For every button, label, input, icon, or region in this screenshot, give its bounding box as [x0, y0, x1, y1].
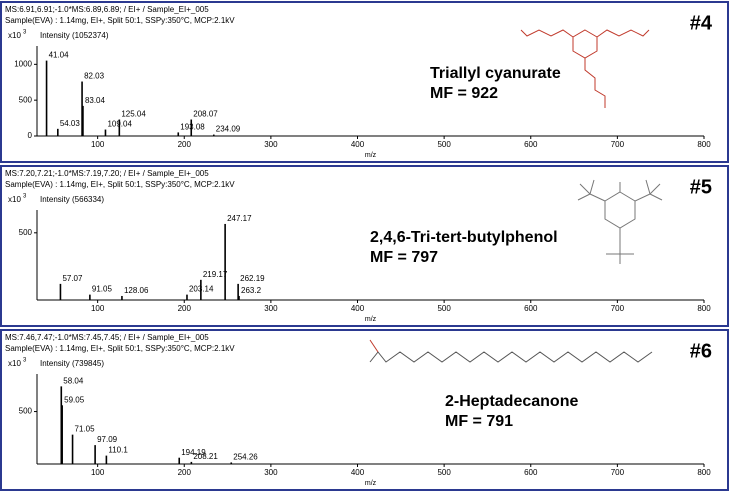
header-line: Sample(EVA) : 1.14mg, EI+, Split 50:1, S… — [5, 16, 235, 25]
header-line: MS:6.91,6.91;-1.0*MS:6.89,6.89; / EI+ / … — [5, 5, 209, 14]
panel-id: #5 — [690, 176, 712, 198]
scale-label: x10 — [8, 195, 21, 204]
scale-exponent: 3 — [23, 358, 27, 364]
x-tick-label: 400 — [351, 140, 365, 149]
x-tick-label: 200 — [178, 468, 192, 477]
x-tick-label: 600 — [524, 304, 538, 313]
peak-label: 97.09 — [97, 435, 118, 444]
y-tick-label: 1000 — [14, 59, 32, 68]
y-axis-label: Intensity (566334) — [40, 195, 104, 204]
scale-label: x10 — [8, 31, 21, 40]
peak-label: 208.21 — [193, 452, 218, 461]
peak-label: 234.09 — [216, 125, 241, 134]
x-axis-label: m/z — [365, 316, 377, 323]
peak-label: 82.03 — [84, 72, 105, 81]
y-tick-label: 500 — [19, 228, 33, 237]
panel-border — [0, 165, 729, 327]
x-tick-label: 600 — [524, 140, 538, 149]
scale-exponent: 3 — [23, 30, 27, 36]
x-tick-label: 400 — [351, 304, 365, 313]
panel-border — [0, 329, 729, 491]
spectrum-panel: MS:7.46,7.47;-1.0*MS:7.45,7.45; / EI+ / … — [0, 329, 729, 491]
x-tick-label: 500 — [437, 140, 451, 149]
x-tick-label: 300 — [264, 304, 278, 313]
x-tick-label: 700 — [611, 304, 625, 313]
x-tick-label: 500 — [437, 304, 451, 313]
x-tick-label: 800 — [697, 304, 711, 313]
x-tick-label: 100 — [91, 140, 105, 149]
peak-label: 194.19 — [181, 448, 206, 457]
peak-label: 219.17 — [203, 270, 228, 279]
spectrum-panel: MS:7.20,7.21;-1.0*MS:7.19,7.20; / EI+ / … — [0, 165, 729, 327]
peak-label: 91.05 — [92, 285, 113, 294]
peak-label: 125.04 — [121, 110, 146, 119]
compound-name: 2-Heptadecanone — [445, 393, 578, 410]
x-tick-label: 300 — [264, 140, 278, 149]
peak-label: 41.04 — [49, 51, 70, 60]
x-tick-label: 200 — [178, 304, 192, 313]
structure-heptadecanone — [369, 339, 653, 363]
spectrum-panel: MS:6.91,6.91;-1.0*MS:6.89,6.89; / EI+ / … — [0, 1, 729, 163]
structure-triallyl-cyanurate — [520, 29, 650, 108]
peak-label: 110.1 — [108, 446, 128, 455]
peak-label: 58.04 — [63, 376, 84, 385]
header-line: MS:7.20,7.21;-1.0*MS:7.19,7.20; / EI+ / … — [5, 169, 209, 178]
panel-id: #4 — [690, 12, 713, 34]
mf-score: MF = 791 — [445, 413, 513, 430]
peak-label: 262.19 — [240, 274, 265, 283]
x-tick-label: 700 — [611, 140, 625, 149]
peak-label: 71.05 — [75, 425, 96, 434]
y-axis-label: Intensity (1052374) — [40, 31, 109, 40]
y-tick-label: 500 — [19, 407, 33, 416]
peak-label: 254.26 — [233, 453, 258, 462]
header-line: MS:7.46,7.47;-1.0*MS:7.45,7.45; / EI+ / … — [5, 333, 209, 342]
structure-tri-tert-butylphenol — [577, 179, 663, 264]
x-tick-label: 200 — [178, 140, 192, 149]
x-tick-label: 500 — [437, 468, 451, 477]
x-axis-label: m/z — [365, 480, 377, 487]
y-tick-label: 500 — [19, 95, 33, 104]
y-axis-label: Intensity (739845) — [40, 359, 104, 368]
panel-id: #6 — [690, 340, 712, 362]
x-tick-label: 800 — [697, 468, 711, 477]
x-tick-label: 700 — [611, 468, 625, 477]
header-line: Sample(EVA) : 1.14mg, EI+, Split 50:1, S… — [5, 180, 235, 189]
peak-label: 128.06 — [124, 286, 149, 295]
peak-label: 208.07 — [193, 110, 218, 119]
scale-label: x10 — [8, 359, 21, 368]
x-tick-label: 800 — [697, 140, 711, 149]
compound-name: Triallyl cyanurate — [430, 65, 561, 82]
peak-label: 57.07 — [62, 274, 83, 283]
peak-label: 59.05 — [64, 395, 85, 404]
x-tick-label: 600 — [524, 468, 538, 477]
mf-score: MF = 922 — [430, 85, 498, 102]
x-tick-label: 300 — [264, 468, 278, 477]
mf-score: MF = 797 — [370, 249, 438, 266]
peak-label: 263.2 — [241, 286, 262, 295]
compound-name: 2,4,6-Tri-tert-butylphenol — [370, 229, 558, 246]
x-tick-label: 100 — [91, 304, 105, 313]
x-tick-label: 100 — [91, 468, 105, 477]
x-axis-label: m/z — [365, 152, 377, 159]
y-tick-label: 0 — [28, 131, 33, 140]
peak-label: 54.03 — [60, 119, 81, 128]
header-line: Sample(EVA) : 1.14mg, EI+, Split 50:1, S… — [5, 344, 235, 353]
scale-exponent: 3 — [23, 194, 27, 200]
peak-label: 247.17 — [227, 214, 252, 223]
x-tick-label: 400 — [351, 468, 365, 477]
panel-border — [0, 1, 729, 163]
peak-label: 193.08 — [180, 123, 205, 132]
peak-label: 83.04 — [85, 96, 106, 105]
